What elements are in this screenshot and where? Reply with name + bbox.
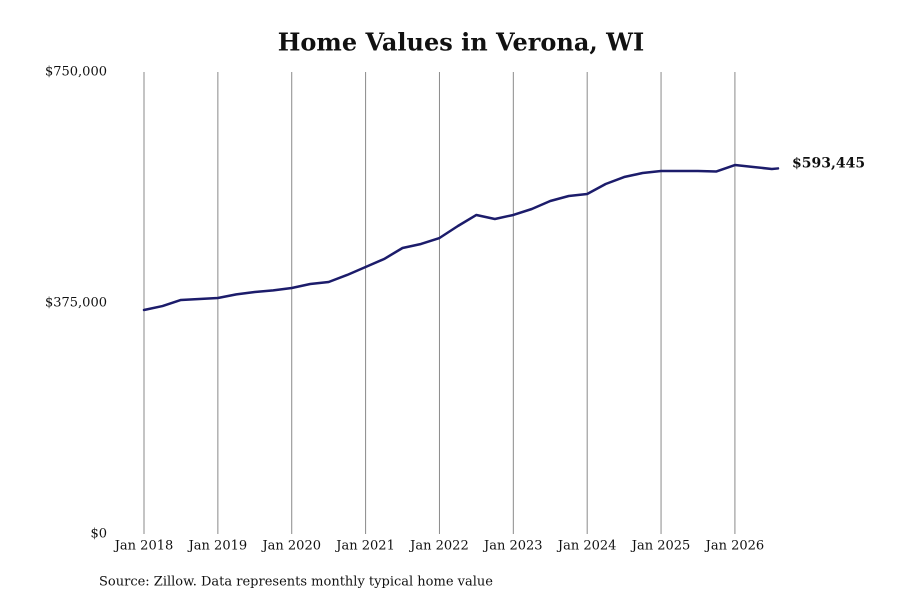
x-tick-label: Jan 2018 bbox=[113, 539, 174, 554]
x-tick-label: Jan 2026 bbox=[704, 539, 765, 554]
x-tick-label: Jan 2022 bbox=[408, 539, 469, 554]
line-series bbox=[142, 163, 780, 312]
chart-title: Home Values in Verona, WI bbox=[278, 28, 645, 57]
x-tick-label: Jan 2024 bbox=[556, 539, 617, 554]
y-tick-label: $0 bbox=[90, 527, 107, 542]
x-tick-label: Jan 2021 bbox=[334, 539, 395, 554]
y-tick-label: $375,000 bbox=[45, 296, 107, 311]
x-tick-label: Jan 2020 bbox=[260, 539, 321, 554]
end-value-label: $593,445 bbox=[792, 155, 865, 171]
x-tick-label: Jan 2025 bbox=[630, 539, 691, 554]
source-note: Source: Zillow. Data represents monthly … bbox=[99, 575, 493, 590]
y-tick-label: $750,000 bbox=[45, 65, 107, 80]
x-tick-label: Jan 2019 bbox=[187, 539, 248, 554]
x-tick-label: Jan 2023 bbox=[482, 539, 543, 554]
